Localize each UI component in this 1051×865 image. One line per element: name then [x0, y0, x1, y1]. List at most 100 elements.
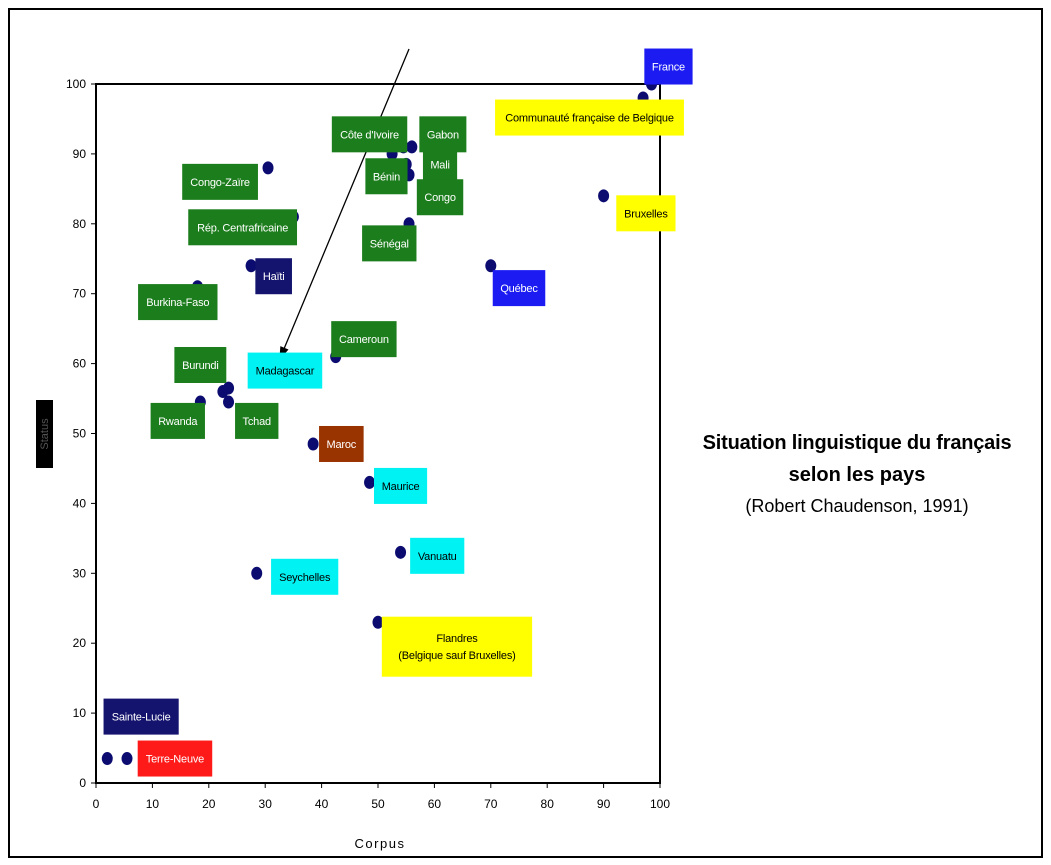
country-label: Madagascar	[247, 352, 323, 389]
x-tick-label: 70	[484, 797, 498, 811]
x-tick-label: 0	[93, 797, 100, 811]
x-tick-label: 20	[202, 797, 216, 811]
country-label-box	[381, 616, 533, 677]
country-label-text: Cameroun	[339, 334, 389, 346]
y-tick-label: 10	[73, 706, 87, 720]
data-point	[223, 381, 235, 395]
country-label-box	[416, 179, 464, 216]
country-label: Maroc	[319, 425, 364, 462]
country-label-box	[247, 352, 323, 389]
country-label-text: Maroc	[327, 439, 357, 451]
annotation-arrow-line	[278, 48, 410, 361]
country-label-text: Rwanda	[158, 416, 198, 428]
country-label-box	[410, 537, 465, 574]
y-axis-label: Status	[36, 400, 53, 468]
country-label-box	[373, 467, 428, 504]
y-tick-label: 60	[73, 357, 87, 371]
country-label: Vanuatu	[410, 537, 465, 574]
country-label-box	[616, 195, 676, 232]
data-point	[101, 752, 113, 766]
country-label: Côte d'Ivoire	[331, 116, 408, 153]
y-tick-label: 70	[73, 287, 87, 301]
country-label: Terre-Neuve	[137, 740, 213, 777]
country-label: Haïti	[255, 258, 292, 295]
x-tick-label: 50	[371, 797, 385, 811]
country-label-text: Vanuatu	[418, 551, 457, 563]
country-label: Burkina-Faso	[138, 284, 218, 321]
country-label: Bruxelles	[616, 195, 676, 232]
country-label-box	[138, 284, 218, 321]
country-label: Tchad	[235, 402, 279, 439]
country-label-box	[188, 209, 298, 246]
country-label-text: Communauté française de Belgique	[505, 113, 674, 125]
country-label-box	[365, 158, 408, 195]
country-label-box	[174, 346, 227, 383]
country-label-box	[271, 558, 339, 595]
axes: 0 10 20 30 40 50 60 70 80 90 100 0 10 20 30 40 50 60 70 80 9…	[66, 77, 670, 811]
country-label: Mali	[422, 146, 458, 183]
y-tick-label: 80	[73, 217, 87, 231]
country-label-box	[331, 321, 397, 358]
country-label-text: (Belgique sauf Bruxelles)	[398, 650, 515, 662]
country-label-text: Haïti	[263, 271, 285, 283]
country-label-text: Terre-Neuve	[146, 754, 204, 766]
data-point	[598, 189, 610, 203]
country-label-box	[492, 270, 546, 307]
chart-source: (Robert Chaudenson, 1991)	[745, 496, 969, 516]
y-tick-label: 90	[73, 147, 87, 161]
country-label-box	[419, 116, 467, 153]
country-label-text: Burkina-Faso	[146, 297, 209, 309]
data-point	[406, 140, 418, 154]
data-point	[121, 752, 133, 766]
data-point	[307, 437, 319, 451]
data-point	[223, 395, 235, 409]
country-label: Rwanda	[150, 402, 205, 439]
country-label: Congo-Zaïre	[182, 163, 258, 200]
y-tick-label: 100	[66, 77, 86, 91]
country-label-box	[150, 402, 205, 439]
country-label: Congo	[416, 179, 464, 216]
svg-text:Status: Status	[39, 418, 51, 450]
country-label-text: Tchad	[243, 416, 271, 428]
country-label-box	[331, 116, 408, 153]
y-tick-label: 0	[79, 776, 86, 790]
country-label-text: Mali	[430, 159, 449, 171]
country-label: Québec	[492, 270, 546, 307]
country-label-text: Congo	[424, 192, 455, 204]
country-label: Sénégal	[362, 225, 417, 262]
y-tick-label: 30	[73, 566, 87, 580]
country-label-text: Québec	[500, 283, 538, 295]
country-label-box	[644, 48, 693, 85]
country-label-box	[255, 258, 292, 295]
country-label-text: Rép. Centrafricaine	[197, 222, 288, 234]
country-label: Seychelles	[271, 558, 339, 595]
country-label-text: Sénégal	[370, 238, 409, 250]
country-label: Rép. Centrafricaine	[188, 209, 298, 246]
chart-title-line-2: selon les pays	[788, 464, 926, 486]
x-tick-label: 90	[597, 797, 611, 811]
country-label: Flandres (Belgique sauf Bruxelles)	[381, 616, 533, 677]
chart-title-line-1: Situation linguistique du français	[702, 432, 1012, 454]
data-point	[364, 475, 376, 489]
country-label: Bénin	[365, 158, 408, 195]
country-label: Cameroun	[331, 321, 397, 358]
country-label-box	[182, 163, 258, 200]
annotation-arrow-layer	[278, 48, 410, 361]
country-label-text: Côte d'Ivoire	[340, 129, 399, 141]
country-label-text: France	[652, 62, 685, 74]
country-label-text: Maurice	[382, 481, 420, 493]
country-label-box	[103, 698, 179, 735]
x-tick-label: 100	[650, 797, 670, 811]
y-tick-label: 40	[73, 496, 87, 510]
country-label-text: Bénin	[373, 171, 400, 183]
data-point	[251, 566, 263, 580]
country-label-text: Flandres	[436, 633, 478, 645]
country-label-text: Congo-Zaïre	[190, 177, 250, 189]
y-tick-label: 20	[73, 636, 87, 650]
data-point	[372, 615, 384, 629]
country-label-box	[235, 402, 279, 439]
data-point	[395, 545, 407, 559]
country-label-text: Bruxelles	[624, 208, 668, 220]
country-label-box	[495, 99, 684, 136]
